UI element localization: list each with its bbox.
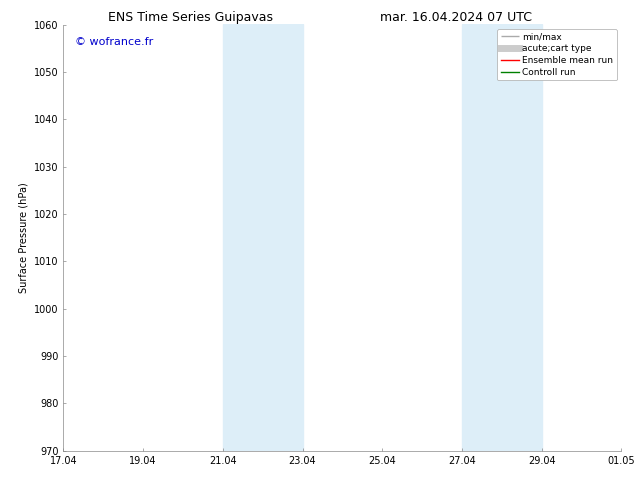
Legend: min/max, acute;cart type, Ensemble mean run, Controll run: min/max, acute;cart type, Ensemble mean … <box>497 29 617 80</box>
Text: © wofrance.fr: © wofrance.fr <box>75 37 153 48</box>
Bar <box>462 24 541 451</box>
Bar <box>223 24 302 451</box>
Y-axis label: Surface Pressure (hPa): Surface Pressure (hPa) <box>18 182 29 293</box>
Text: mar. 16.04.2024 07 UTC: mar. 16.04.2024 07 UTC <box>380 11 533 24</box>
Text: ENS Time Series Guipavas: ENS Time Series Guipavas <box>108 11 273 24</box>
